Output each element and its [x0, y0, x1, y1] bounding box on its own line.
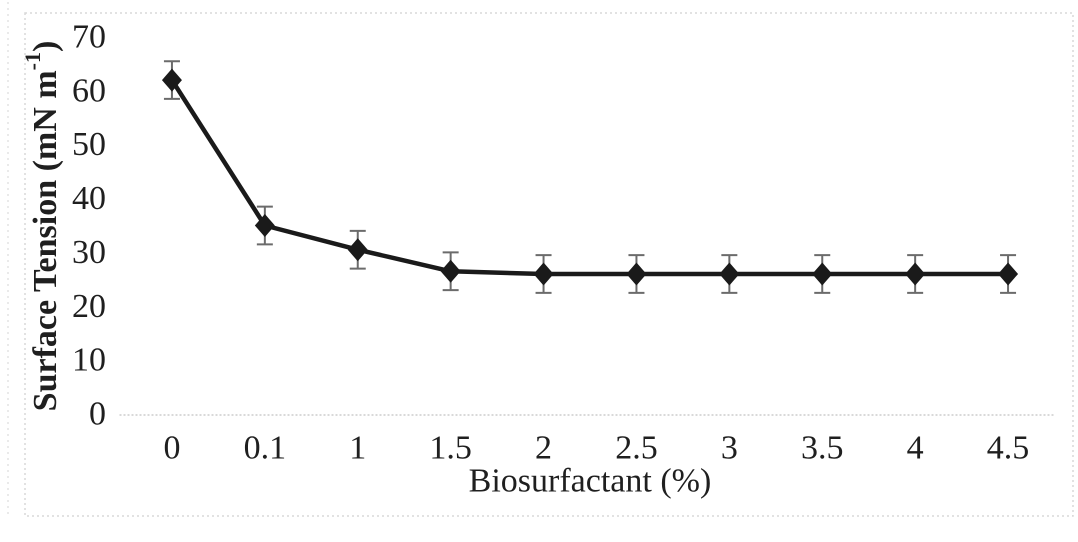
data-point-marker [998, 262, 1019, 286]
x-axis-tick-label: 1.5 [429, 430, 472, 467]
x-axis-tick-label: 3 [721, 430, 738, 467]
data-point-marker [626, 262, 647, 286]
y-axis-tick-label: 60 [72, 72, 106, 109]
data-point-marker [812, 262, 833, 286]
figure-border [24, 12, 1074, 517]
x-axis-tick-label: 4.5 [987, 430, 1030, 467]
y-axis-tick-label: 30 [72, 234, 106, 271]
data-point-marker [533, 262, 554, 286]
x-axis-tick-label: 1 [349, 430, 366, 467]
y-axis-tick-label: 70 [72, 19, 106, 56]
x-axis-tick-label: 0.1 [244, 430, 287, 467]
series-line [170, 78, 1009, 277]
x-axis-tick-label: 0 [163, 430, 180, 467]
x-axis-title: Biosurfactant (%) [469, 463, 712, 500]
data-point-marker [347, 238, 368, 262]
y-axis-tick-label: 40 [72, 180, 106, 217]
y-axis-tick-label: 0 [89, 396, 106, 433]
x-axis-tick-label: 4 [907, 430, 924, 467]
y-axis-tick-label: 50 [72, 126, 106, 163]
x-axis-tick-label: 2 [535, 430, 552, 467]
y-axis-tick-label: 20 [72, 288, 106, 325]
data-point-marker [161, 68, 182, 92]
x-axis-tick-label: 2.5 [615, 430, 658, 467]
data-point-marker [254, 214, 275, 237]
data-point-marker [440, 259, 461, 283]
x-axis-tick-label: 3.5 [801, 430, 844, 467]
data-point-marker [719, 262, 740, 286]
y-axis-tick-label: 10 [72, 342, 106, 379]
data-point-marker [905, 262, 926, 286]
y-axis-title: Surface Tension (mN m-1) [20, 41, 64, 412]
